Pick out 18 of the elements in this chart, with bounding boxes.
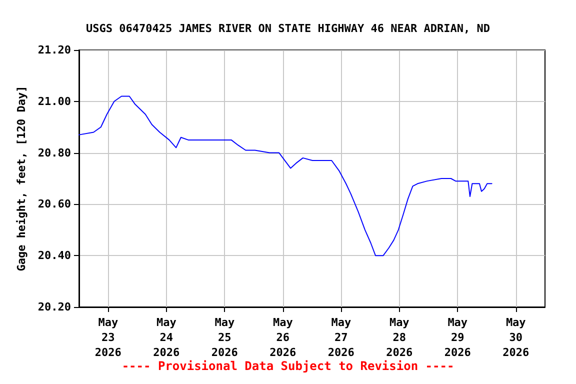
y-tick-label: 20.20 <box>38 300 72 314</box>
y-tick-label: 21.20 <box>38 44 72 56</box>
y-tick-label: 21.00 <box>38 94 72 108</box>
x-tick-label: May 23 2026 <box>94 316 122 359</box>
y-axis-title: Gage height, feet, [120 Day] <box>15 86 28 272</box>
line-series <box>78 96 492 256</box>
x-tick-label: May 27 2026 <box>328 316 355 359</box>
x-tick-label: May 25 2026 <box>211 316 238 359</box>
x-tick-label: May 29 2026 <box>444 316 472 359</box>
y-tick-label: 20.80 <box>38 146 72 160</box>
y-tick-label: 20.40 <box>38 249 72 262</box>
y-tick-label: 20.60 <box>38 198 72 211</box>
x-tick-label: May 30 2026 <box>502 316 530 359</box>
chart-title: USGS 06470425 JAMES RIVER ON STATE HIGHWAY 46 NEAR ADRIAN, ND <box>86 22 490 35</box>
x-tick-label: May 24 2026 <box>153 316 180 359</box>
text: ---- Provisional Data Subject to Revision ---- <box>122 359 454 373</box>
x-tick-label: May 28 2026 <box>386 316 413 359</box>
x-tick-label: May 26 2026 <box>270 316 296 359</box>
